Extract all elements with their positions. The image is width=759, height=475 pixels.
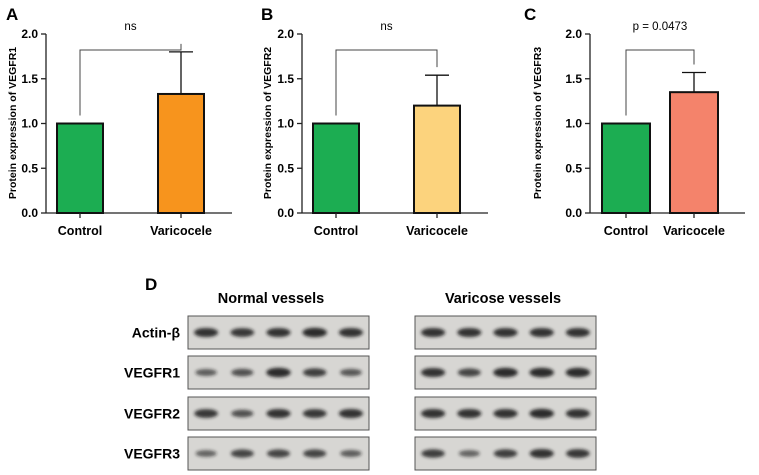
group-title-varicose: Varicose vessels (445, 291, 561, 307)
panel-letter-d: D (145, 275, 157, 294)
blot-band (231, 409, 254, 418)
y-tick-label: 0.0 (565, 206, 582, 220)
blot-band (457, 327, 482, 338)
x-tick-label: Varicocele (150, 224, 212, 238)
blot-band (195, 450, 217, 457)
bar-control (312, 122, 360, 214)
bar-chart-vegfr1: A Protein expression of VEGFR1 0.0 0.5 1.0… (6, 5, 232, 238)
y-axis-label: Protein expression of VEGFR3 (532, 47, 544, 199)
panel-letter-c: C (524, 5, 536, 24)
blot-band (493, 327, 518, 338)
blot-band (303, 368, 327, 377)
row-label: Actin-β (132, 325, 181, 341)
significance-bracket (79, 43, 182, 116)
significance-label: ns (124, 21, 136, 33)
blot-band (565, 327, 590, 338)
blot-band (565, 408, 590, 419)
x-tick-label: Control (314, 224, 358, 238)
significance-bracket (625, 49, 695, 116)
y-tick-label: 0.0 (277, 206, 294, 220)
blot-band (194, 327, 219, 338)
bar-chart-vegfr3: C Protein expression of VEGFR3 0.0 0.5 1.0… (524, 5, 745, 238)
blot-band (566, 449, 590, 458)
blot-band (231, 368, 254, 377)
y-tick-label: 1.5 (277, 72, 294, 86)
blot-band (421, 367, 446, 378)
blot-band (493, 367, 518, 378)
blot-band (230, 449, 254, 458)
y-tick-label: 1.0 (277, 117, 294, 131)
blot-band (194, 409, 218, 418)
significance-bracket (335, 49, 438, 116)
blot-band (529, 327, 554, 338)
bar-varicocele (157, 92, 205, 214)
y-tick-label: 2.0 (21, 27, 38, 41)
blot-band (303, 449, 327, 458)
blot-band (195, 369, 217, 376)
y-tick-label: 1.0 (565, 117, 582, 131)
blot-band (458, 450, 480, 457)
blot-band (340, 450, 362, 457)
blot-band (267, 449, 290, 458)
significance-label: p = 0.0473 (633, 21, 688, 33)
significance-label: ns (380, 21, 392, 33)
y-tick-label: 0.5 (565, 161, 582, 175)
western-blot: D Normal vessels Varicose vessels Actin-… (124, 275, 597, 471)
y-tick-label: 1.0 (21, 117, 38, 131)
group-title-normal: Normal vessels (218, 291, 324, 307)
blot-band (338, 408, 363, 419)
row-label: VEGFR1 (124, 365, 180, 381)
row-label: VEGFR2 (124, 406, 180, 422)
bar-control (601, 122, 651, 214)
bar-varicocele (669, 91, 719, 214)
y-axis-label: Protein expression of VEGFR1 (7, 47, 19, 199)
blot-band (565, 367, 591, 378)
blot-band (230, 328, 255, 337)
blot-band (421, 408, 446, 419)
blot-band (529, 367, 554, 378)
y-tick-label: 1.5 (565, 72, 582, 86)
y-tick-label: 0.0 (21, 206, 38, 220)
blot-band (266, 327, 291, 338)
x-tick-label: Control (58, 224, 102, 238)
panel-letter-b: B (261, 5, 273, 24)
blot-band (421, 449, 445, 458)
blot-band (457, 408, 482, 419)
y-tick-label: 2.0 (277, 27, 294, 41)
blot-band (266, 367, 291, 378)
bar-control (56, 122, 104, 214)
x-tick-label: Control (604, 224, 648, 238)
blot-band (302, 409, 327, 418)
blot-band (457, 368, 481, 377)
blot-band (493, 408, 518, 419)
panel-letter-a: A (6, 5, 18, 24)
x-tick-label: Varicocele (406, 224, 468, 238)
y-tick-label: 1.5 (21, 72, 38, 86)
y-tick-label: 0.5 (21, 161, 38, 175)
blot-band (302, 327, 327, 338)
y-tick-label: 0.5 (277, 161, 294, 175)
blot-band (338, 327, 363, 338)
y-axis-label: Protein expression of VEGFR2 (262, 47, 274, 199)
bar-varicocele (413, 104, 461, 214)
x-tick-label: Varicocele (663, 224, 725, 238)
blot-band (421, 327, 446, 338)
blot-band (266, 408, 291, 419)
row-label: VEGFR3 (124, 446, 180, 462)
blot-band (340, 368, 362, 377)
y-tick-label: 2.0 (565, 27, 582, 41)
blot-band (493, 449, 518, 458)
blot-band (529, 408, 554, 419)
blot-band (529, 448, 554, 459)
bar-chart-vegfr2: B Protein expression of VEGFR2 0.0 0.5 1.0… (261, 5, 488, 238)
